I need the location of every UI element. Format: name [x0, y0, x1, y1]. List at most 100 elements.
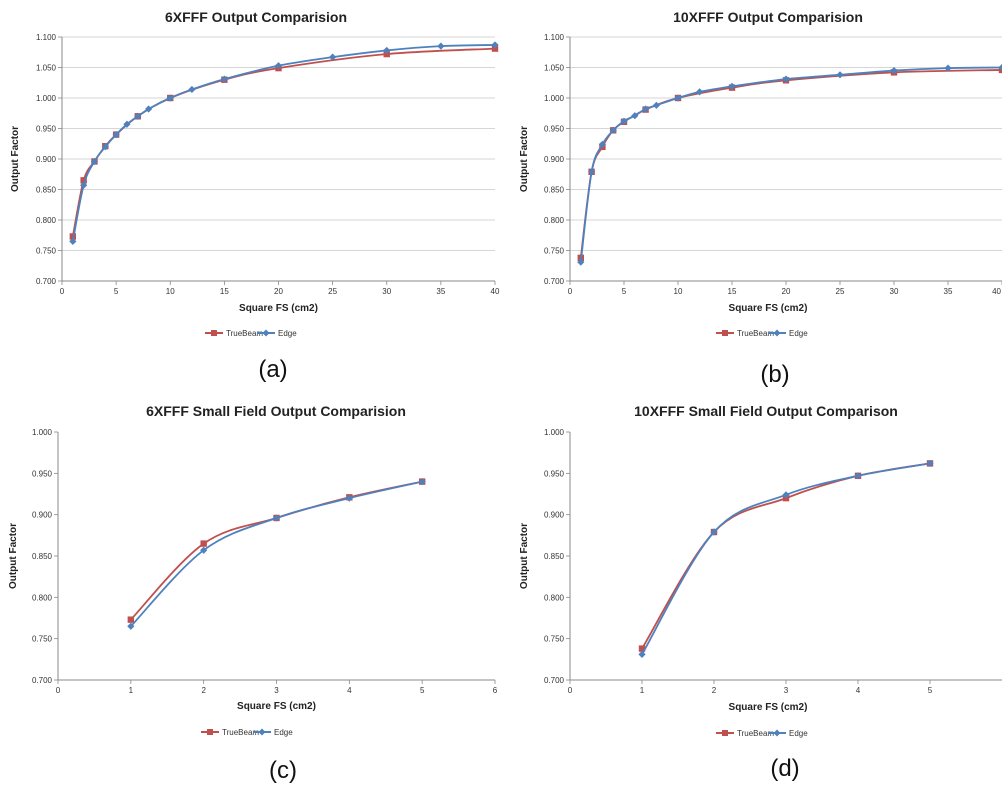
- data-point-diamond: [383, 46, 391, 55]
- series-truebeam: [69, 45, 499, 240]
- y-axis-label: Output Factor: [519, 523, 530, 589]
- x-axis-label: Square FS (cm2): [729, 303, 808, 314]
- series-truebeam: [638, 460, 934, 652]
- series-edge: [577, 63, 1002, 266]
- legend-label: TrueBeam: [737, 329, 774, 338]
- legend-item-edge: Edge: [768, 329, 808, 338]
- data-point-square: [491, 45, 499, 52]
- legend-label: TrueBeam: [737, 729, 774, 738]
- data-point-diamond: [836, 71, 844, 79]
- y-tick-label: 0.950: [36, 125, 57, 134]
- data-point-diamond: [90, 157, 99, 166]
- y-tick-label: 0.850: [36, 186, 57, 195]
- data-point-diamond: [345, 494, 353, 502]
- data-point-diamond: [609, 126, 617, 134]
- legend-marker-square: [722, 330, 728, 336]
- x-tick-label: 1: [129, 686, 134, 695]
- x-tick-label: 4: [856, 686, 861, 695]
- x-tick-label: 5: [928, 686, 933, 695]
- y-tick-label: 0.850: [544, 552, 565, 561]
- chart-title: 10XFFF Output Comparision: [673, 9, 863, 25]
- data-point-diamond: [491, 41, 499, 49]
- x-tick-label: 35: [944, 287, 953, 296]
- chart-panel-3: 0.700 0.750 0.800 0.850 0.900 0.950 1.000 0 1 2 3 4…: [519, 403, 1002, 782]
- y-tick-label: 0.750: [32, 635, 53, 644]
- x-tick-label: 2: [201, 686, 206, 695]
- series-edge: [127, 478, 426, 630]
- y-tick-label: 0.800: [32, 593, 53, 602]
- data-point-diamond: [188, 85, 196, 94]
- data-point-diamond: [926, 459, 934, 468]
- panel-label: (d): [770, 755, 799, 782]
- panel-label: (b): [760, 361, 789, 388]
- data-point-square: [200, 540, 207, 547]
- series-line: [641, 462, 931, 650]
- data-point-diamond: [134, 112, 142, 120]
- x-tick-label: 0: [568, 686, 573, 695]
- legend-item-truebeam: TrueBeam: [205, 329, 263, 338]
- data-point-diamond: [944, 64, 952, 72]
- data-point-diamond: [710, 528, 718, 536]
- data-point-diamond: [728, 82, 736, 91]
- x-tick-label: 20: [274, 287, 283, 296]
- x-tick-label: 5: [622, 287, 627, 296]
- x-axis-label: Square FS (cm2): [239, 303, 318, 314]
- legend-label: Edge: [278, 329, 297, 338]
- x-tick-label: 6: [493, 686, 498, 695]
- y-tick-label: 0.850: [544, 186, 565, 195]
- data-point-diamond: [112, 131, 120, 139]
- data-point-diamond: [127, 622, 135, 630]
- data-point-diamond: [782, 491, 790, 499]
- legend-marker-square: [722, 730, 728, 736]
- data-point-diamond: [123, 120, 131, 128]
- series-line: [71, 44, 496, 242]
- legend-marker-diamond: [773, 329, 781, 337]
- data-point-diamond: [674, 94, 682, 102]
- legend-item-edge: Edge: [768, 729, 808, 738]
- x-tick-label: 1: [640, 686, 645, 695]
- series-line: [71, 47, 496, 237]
- x-tick-label: 0: [568, 287, 573, 296]
- y-axis-label: Output Factor: [8, 523, 19, 589]
- data-point-diamond: [782, 75, 790, 83]
- x-tick-label: 40: [992, 287, 1001, 296]
- chart-title: 6XFFF Output Comparision: [165, 9, 347, 25]
- y-tick-label: 1.050: [36, 64, 57, 73]
- series-edge: [69, 41, 499, 245]
- y-tick-label: 0.900: [544, 155, 565, 164]
- y-tick-label: 1.100: [544, 33, 565, 42]
- legend-label: Edge: [789, 729, 808, 738]
- y-tick-label: 0.800: [544, 593, 565, 602]
- data-point-square: [127, 616, 135, 623]
- legend-marker-diamond: [258, 728, 266, 736]
- y-tick-label: 0.950: [544, 125, 565, 134]
- y-tick-label: 0.900: [544, 511, 565, 520]
- legend-item-edge: Edge: [253, 728, 293, 737]
- data-point-diamond: [998, 63, 1002, 72]
- y-tick-label: 0.750: [544, 635, 565, 644]
- legend-item-edge: Edge: [257, 329, 297, 338]
- x-tick-label: 2: [712, 686, 717, 695]
- data-point-diamond: [145, 105, 153, 113]
- y-tick-label: 0.750: [36, 247, 57, 256]
- x-tick-label: 35: [436, 287, 445, 296]
- series-line: [579, 66, 1002, 263]
- chart-panel-0: 0.700 0.750 0.800 0.850 0.900 0.950 1.000 1.050…: [10, 9, 500, 383]
- x-axis-label: Square FS (cm2): [729, 702, 808, 713]
- chart-panel-1: 0.700 0.750 0.800 0.850 0.900 0.950 1.000 1.050…: [519, 9, 1002, 388]
- series-truebeam: [127, 478, 426, 623]
- x-tick-label: 5: [420, 686, 425, 695]
- y-tick-label: 1.100: [36, 33, 57, 42]
- data-point-diamond: [80, 181, 88, 189]
- data-point-diamond: [577, 258, 585, 266]
- legend-item-truebeam: TrueBeam: [716, 329, 774, 338]
- x-tick-label: 25: [836, 287, 845, 296]
- y-tick-label: 0.900: [36, 155, 57, 164]
- chart-panel-2: 0.700 0.750 0.800 0.850 0.900 0.950 1.000 0 1 2 3 4…: [8, 403, 498, 784]
- panel-label: (c): [269, 757, 297, 784]
- y-tick-label: 0.700: [36, 277, 57, 286]
- legend-marker-square: [207, 729, 213, 735]
- data-point-diamond: [638, 650, 646, 658]
- x-tick-label: 4: [347, 686, 352, 695]
